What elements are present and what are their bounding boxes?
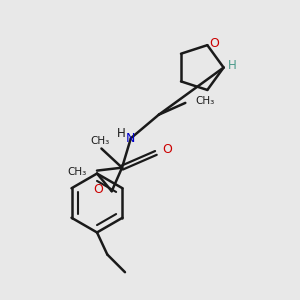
Text: CH₃: CH₃ — [196, 96, 215, 106]
Text: O: O — [94, 183, 103, 196]
Text: O: O — [162, 143, 172, 157]
Text: CH₃: CH₃ — [90, 136, 110, 146]
Text: H: H — [117, 127, 126, 140]
Text: H: H — [227, 59, 236, 72]
Text: N: N — [126, 132, 136, 145]
Text: O: O — [209, 37, 219, 50]
Text: CH₃: CH₃ — [68, 167, 87, 177]
